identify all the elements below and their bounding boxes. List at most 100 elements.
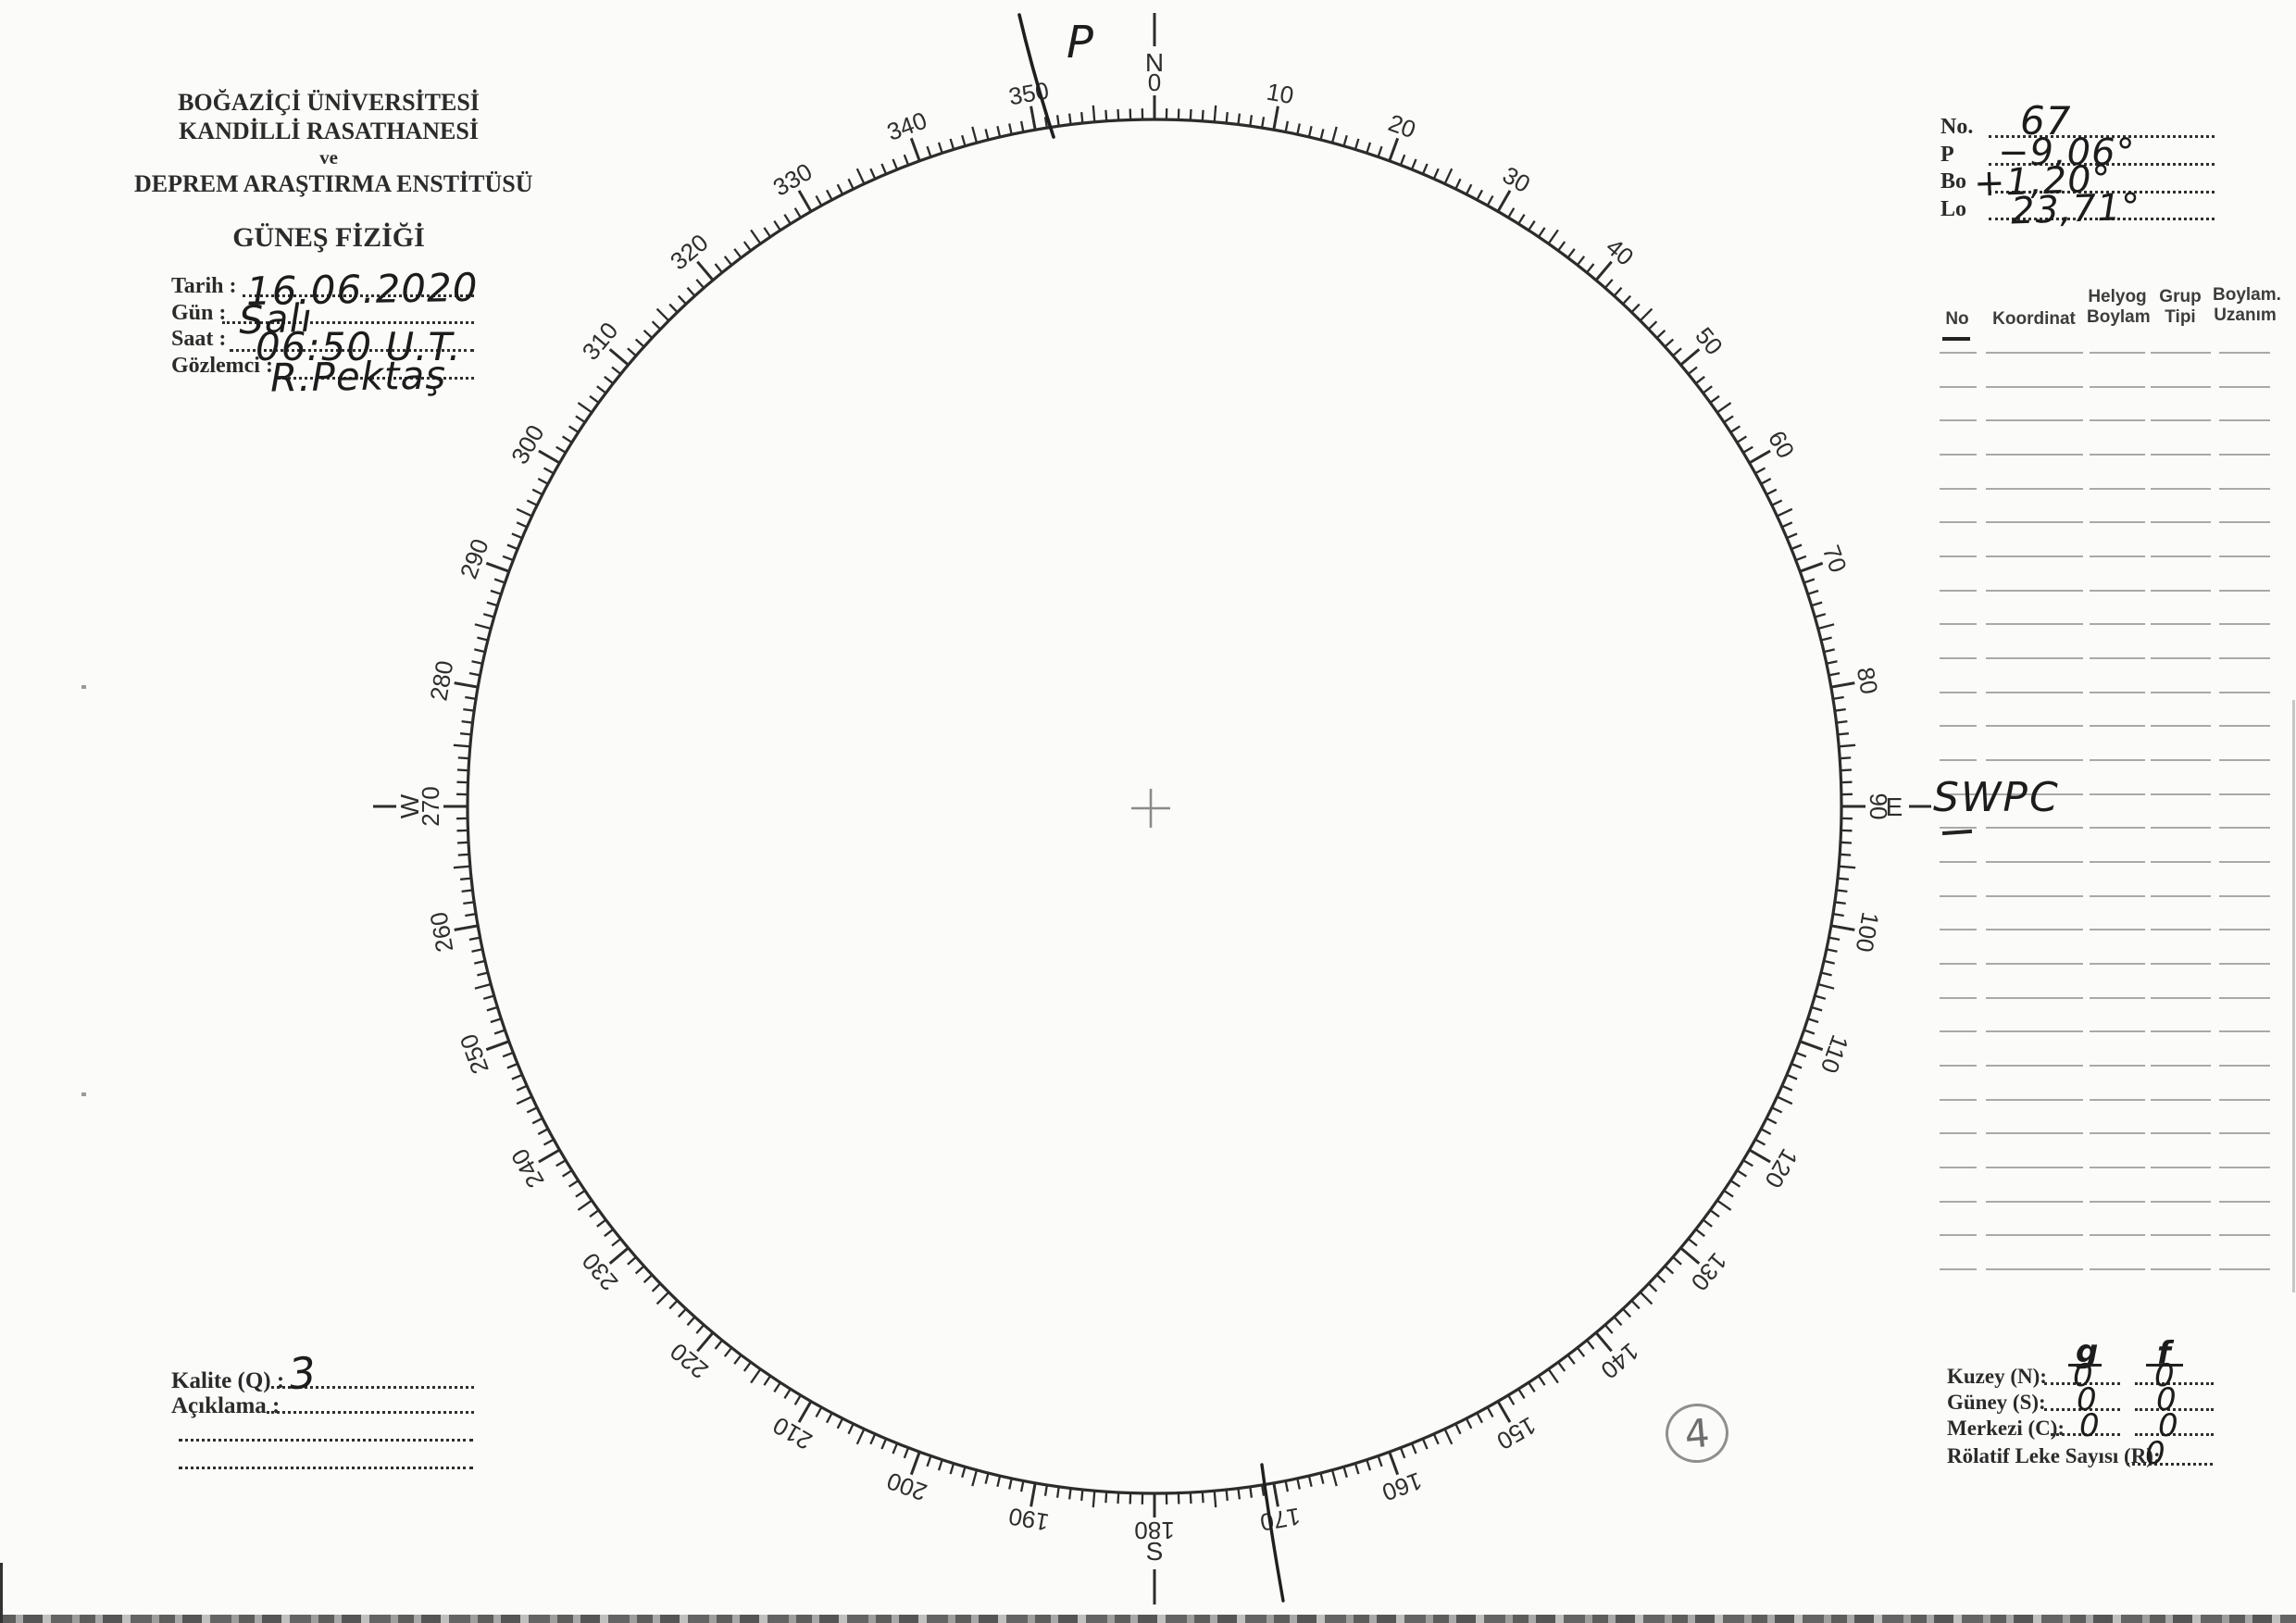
notes-line [267,1411,474,1414]
degree-label-60: 60 [1763,426,1800,463]
degree-label-30: 30 [1498,161,1535,198]
degree-label-110: 110 [1816,1031,1854,1077]
degree-label-80: 80 [1852,665,1884,696]
fiducial-marks [373,13,1931,1604]
count-line [2135,1408,2214,1411]
notes-label: Açıklama : [171,1393,281,1418]
degree-label-210: 210 [768,1411,817,1455]
spot-table-row [1940,693,2270,728]
degree-label-190: 190 [1006,1503,1051,1537]
center-cross [1131,789,1170,828]
time-value: 06:50 U.T. [256,324,462,369]
spot-table-row [1940,1101,2270,1135]
degree-label-220: 220 [665,1338,714,1385]
degree-label-120: 120 [1759,1144,1803,1193]
degree-label-270: 270 [417,786,444,826]
south-g-value: 0 [2077,1381,2098,1418]
degree-label-180: 180 [1134,1517,1174,1544]
degree-label-130: 130 [1686,1247,1733,1296]
spot-table-row [1940,625,2270,660]
lo-label: Lo [1940,197,1967,221]
observer-label: Gözlemci : [171,354,273,378]
degree-label-280: 280 [424,658,458,703]
count-line [2044,1382,2120,1385]
col-header-grup-tipi: Grup Tipi [2159,287,2202,327]
col-header-no: No [1945,309,1969,329]
spot-table-row [1940,795,2270,830]
degree-label-70: 70 [1817,542,1853,576]
spot-table-row [1940,592,2270,626]
scan-speck [81,1092,86,1096]
form-title: GÜNEŞ FİZİĞİ [232,222,425,253]
spot-table-row [1940,761,2270,795]
page-number: 4 [1682,1409,1712,1457]
observer-line [278,377,474,380]
north-g-value: 0 [2073,1357,2094,1394]
spot-table-row [1940,557,2270,592]
scan-edge-artifact [2292,700,2295,1292]
spot-table-row [1940,1067,2270,1101]
spot-table-row [1940,421,2270,456]
limb-mark-line-170 [1260,1463,1285,1603]
degree-label-330: 330 [768,157,817,202]
spot-table-row [1940,490,2270,524]
quality-label: Kalite (Q) : [171,1368,285,1393]
institution-line: DEPREM ARAŞTIRMA ENSTİTÜSÜ [134,170,533,197]
cardinal-east-label: E [1886,793,1903,821]
no-label: No. [1940,115,1974,139]
notes-line [179,1439,473,1442]
spot-table-row [1940,354,2270,388]
degree-tick-marks [443,95,1866,1517]
p-angle-mark-label: P [1067,17,1093,69]
spot-table-row [1940,1236,2270,1270]
degree-label-290: 290 [455,535,494,582]
cardinal-south-label: S [1146,1537,1164,1566]
spot-table-row [1940,523,2270,558]
center-f-value: 0 [2158,1407,2179,1444]
handwritten-dash-no-header [1942,337,1970,341]
spot-table-row [1940,727,2270,762]
degree-label-40: 40 [1601,232,1639,271]
degree-label-230: 230 [577,1247,624,1296]
spot-table-row [1940,863,2270,897]
degree-label-50: 50 [1690,322,1728,360]
north-f-value: 0 [2154,1357,2176,1394]
institution-line: ve [319,146,338,169]
spot-table-row [1940,829,2270,863]
degree-label-20: 20 [1385,108,1419,144]
degree-label-0: 0 [1148,69,1161,96]
bo-label: Bo [1940,169,1967,194]
degree-label-340: 340 [883,106,930,146]
degree-label-100: 100 [1851,910,1885,955]
lo-line [1989,218,2215,220]
center-count-label: Merkezi (C): [1947,1417,2065,1440]
north-count-label: Kuzey (N): [1947,1365,2047,1388]
cardinal-west-label: W [395,793,424,818]
degree-label-240: 240 [505,1144,550,1193]
south-f-value: 0 [2156,1381,2177,1418]
institution-line: BOĞAZİÇİ ÜNİVERSİTESİ [178,89,480,116]
degree-label-150: 150 [1492,1411,1541,1455]
quality-line [271,1386,474,1389]
no-line [1989,135,2215,138]
spot-table-row [1940,1032,2270,1067]
spot-table-row [1940,965,2270,999]
scan-edge-artifact [0,1563,3,1623]
spot-table-row [1940,1168,2270,1203]
bo-line [1989,191,2215,194]
degree-label-170: 170 [1258,1503,1303,1537]
degree-label-160: 160 [1379,1467,1426,1506]
count-line [2127,1463,2213,1466]
p-value: −9,06° [1998,131,2136,174]
count-line [2044,1408,2120,1411]
p-label: P [1940,143,1954,167]
quality-value: 3 [286,1346,320,1400]
time-label: Saat : [171,327,227,351]
p-angle-mark-line [1017,13,1055,139]
degree-label-250: 250 [455,1030,494,1078]
spot-table-row [1940,320,2270,355]
cardinal-north-label: N [1145,48,1164,77]
spot-table-row [1940,388,2270,422]
count-line [2135,1433,2214,1436]
